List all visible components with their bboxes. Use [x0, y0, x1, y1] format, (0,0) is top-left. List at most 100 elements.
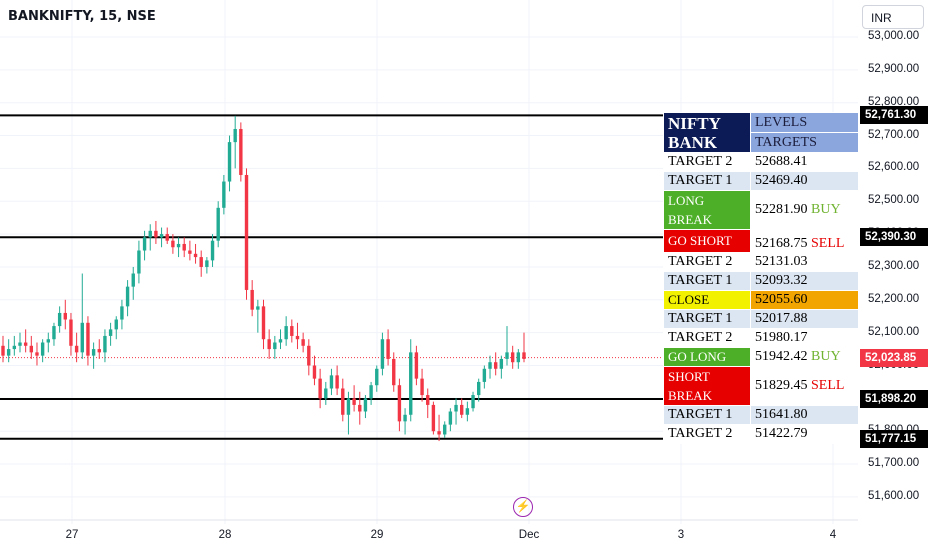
candle[interactable] — [222, 174, 226, 215]
candle[interactable] — [460, 398, 464, 419]
lightning-icon[interactable]: ⚡ — [513, 497, 533, 517]
candle[interactable] — [148, 224, 152, 251]
candle[interactable] — [318, 368, 322, 409]
candle[interactable] — [329, 368, 334, 396]
candle[interactable] — [120, 299, 124, 330]
candle[interactable] — [341, 378, 345, 422]
candle[interactable] — [12, 335, 17, 356]
candle[interactable] — [131, 266, 135, 300]
candle[interactable] — [471, 391, 475, 412]
candle[interactable] — [335, 365, 339, 396]
candle[interactable] — [256, 299, 260, 333]
candle[interactable] — [80, 273, 84, 359]
candle[interactable] — [29, 335, 34, 359]
candle[interactable] — [510, 345, 515, 369]
candle[interactable] — [35, 342, 39, 366]
candle[interactable] — [137, 240, 141, 284]
candle[interactable] — [250, 280, 254, 317]
candle[interactable] — [352, 385, 356, 412]
candle[interactable] — [23, 329, 28, 353]
candle[interactable] — [171, 234, 175, 254]
candle[interactable] — [125, 280, 130, 317]
level-value: 52017.88 — [755, 311, 808, 326]
candle[interactable] — [46, 332, 51, 353]
candle[interactable] — [431, 401, 436, 435]
candle[interactable] — [52, 322, 56, 346]
candle[interactable] — [437, 414, 441, 442]
candle[interactable] — [493, 352, 498, 376]
candle[interactable] — [267, 329, 271, 359]
candle[interactable] — [114, 316, 118, 340]
candle[interactable] — [193, 243, 198, 264]
candle[interactable] — [505, 326, 509, 366]
candle[interactable] — [91, 342, 96, 369]
level-value-cell: 51829.45 SELL — [750, 366, 859, 406]
candle[interactable] — [358, 391, 362, 425]
candle[interactable] — [261, 299, 266, 350]
candle[interactable] — [499, 355, 504, 379]
candle[interactable] — [159, 227, 164, 248]
candle[interactable] — [165, 227, 169, 244]
candle[interactable] — [57, 306, 62, 333]
candle[interactable] — [369, 381, 373, 405]
candle[interactable] — [278, 329, 283, 350]
candle[interactable] — [74, 332, 79, 363]
candle[interactable] — [188, 240, 192, 261]
candle[interactable] — [516, 349, 521, 369]
candle[interactable] — [182, 237, 186, 258]
candle[interactable] — [392, 352, 396, 392]
candle[interactable] — [63, 299, 67, 330]
candle[interactable] — [273, 335, 277, 359]
candle[interactable] — [409, 339, 413, 422]
candle[interactable] — [522, 332, 526, 363]
candle[interactable] — [210, 234, 215, 267]
candle[interactable] — [476, 378, 481, 402]
candle[interactable] — [346, 391, 351, 435]
candle[interactable] — [233, 115, 237, 169]
candle[interactable] — [239, 122, 243, 182]
candle[interactable] — [227, 135, 232, 192]
candle[interactable] — [465, 401, 470, 422]
candle[interactable] — [40, 339, 45, 363]
candle[interactable] — [142, 230, 147, 261]
candle[interactable] — [380, 332, 385, 376]
candle[interactable] — [386, 329, 390, 366]
candle[interactable] — [375, 365, 379, 392]
candle[interactable] — [482, 365, 487, 389]
candle[interactable] — [18, 332, 22, 353]
candle-body — [63, 312, 67, 320]
candle[interactable] — [284, 316, 288, 346]
candle[interactable] — [307, 339, 311, 376]
candle[interactable] — [420, 368, 424, 402]
candle[interactable] — [301, 332, 305, 353]
candle[interactable] — [295, 322, 300, 350]
candle[interactable] — [6, 339, 11, 363]
candle[interactable] — [97, 339, 101, 359]
currency-selector[interactable]: INR — [862, 5, 924, 29]
candle[interactable] — [176, 237, 181, 258]
candle[interactable] — [397, 378, 402, 432]
level-label: TARGET 2 — [663, 252, 751, 272]
candle[interactable] — [199, 250, 203, 277]
candle[interactable] — [244, 168, 249, 300]
candle[interactable] — [324, 381, 328, 405]
candle[interactable] — [443, 421, 447, 438]
candle[interactable] — [86, 316, 90, 366]
candle[interactable] — [108, 322, 113, 346]
candle[interactable] — [312, 355, 317, 386]
candle[interactable] — [69, 312, 73, 356]
candle[interactable] — [363, 395, 368, 419]
candle[interactable] — [448, 408, 453, 432]
candle[interactable] — [205, 257, 209, 274]
candle[interactable] — [488, 355, 492, 379]
candle[interactable] — [216, 201, 220, 248]
candle[interactable] — [426, 388, 430, 419]
candle[interactable] — [103, 329, 107, 363]
candle[interactable] — [1, 335, 5, 363]
candle[interactable] — [414, 345, 419, 386]
candle[interactable] — [403, 408, 407, 435]
candle[interactable] — [454, 398, 458, 425]
candle[interactable] — [290, 319, 294, 343]
candle[interactable] — [154, 220, 158, 244]
candle-body — [380, 339, 385, 369]
